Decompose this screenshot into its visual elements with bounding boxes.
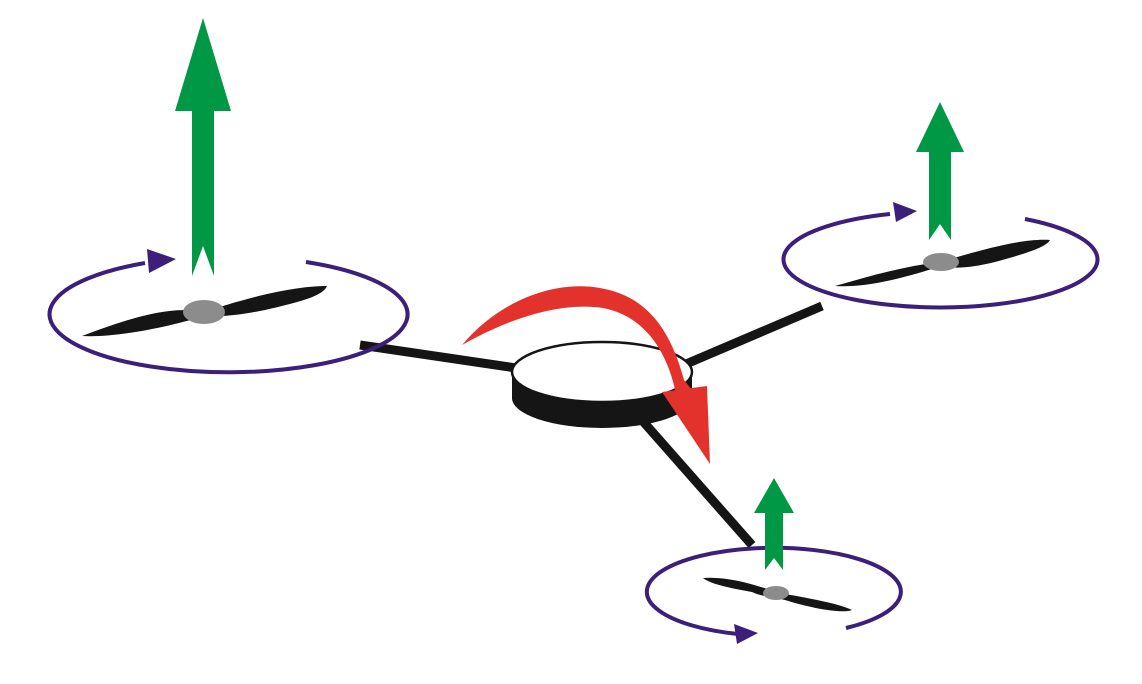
body-top bbox=[510, 340, 694, 404]
thrust-arrow-right bbox=[916, 102, 964, 240]
arm-left bbox=[359, 340, 531, 375]
arm-front bbox=[636, 415, 756, 548]
hub-front bbox=[763, 586, 789, 600]
rotor-right bbox=[781, 102, 1100, 310]
thrust-arrow-front bbox=[754, 478, 794, 570]
hub-left bbox=[183, 300, 225, 324]
frame-arms bbox=[359, 301, 824, 548]
rotation-arrow-front bbox=[734, 624, 758, 644]
rotor-front bbox=[644, 478, 903, 644]
yaw-arrow-head bbox=[662, 386, 710, 464]
yaw-arrow bbox=[462, 286, 710, 464]
thrust-arrow-left bbox=[175, 18, 231, 276]
rotor-left bbox=[47, 18, 410, 375]
yaw-arrow-shaft bbox=[462, 286, 696, 395]
propeller-left bbox=[82, 286, 327, 337]
rotation-arrow-left bbox=[147, 249, 176, 273]
central-body bbox=[510, 340, 694, 428]
rotation-arrow-right bbox=[893, 202, 917, 222]
rotation-ring-right bbox=[781, 212, 1100, 310]
arm-right bbox=[670, 301, 824, 375]
hub-right bbox=[923, 253, 959, 271]
rotation-ring-front bbox=[644, 545, 903, 636]
rotation-ring-left bbox=[47, 260, 410, 375]
